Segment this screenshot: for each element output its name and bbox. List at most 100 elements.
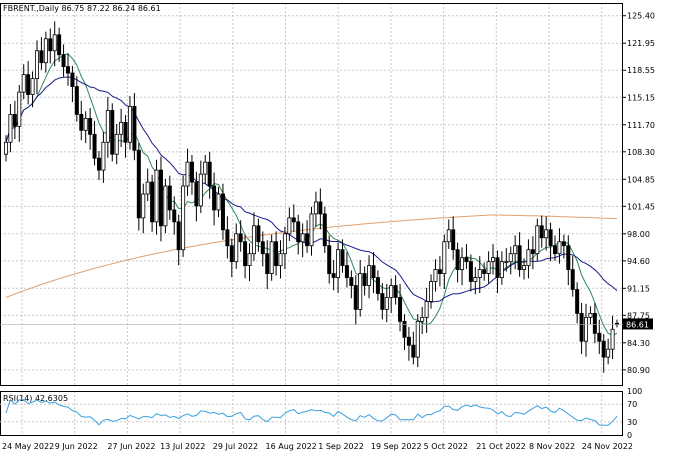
candle-body <box>429 281 434 302</box>
candle <box>579 303 584 354</box>
candle-body <box>424 301 429 318</box>
candle-body <box>185 161 190 187</box>
candle-body <box>380 293 385 310</box>
candle <box>548 222 553 262</box>
y-tick-label: 91.15 <box>627 284 650 293</box>
y-tick-label: 98.00 <box>627 230 650 239</box>
candle-body <box>349 277 354 286</box>
candle-body <box>61 54 66 68</box>
candle-body <box>544 229 549 239</box>
candle <box>522 258 527 280</box>
candle <box>473 267 478 295</box>
candle-body <box>437 269 442 274</box>
candle-body <box>553 245 558 255</box>
candle <box>517 232 522 277</box>
x-tick-label: 5 Oct 2022 <box>424 442 468 451</box>
candle-body <box>198 173 203 207</box>
candle-body <box>504 261 509 264</box>
candle <box>287 207 292 241</box>
candle <box>499 251 504 285</box>
plot-frame <box>0 3 623 386</box>
candle <box>384 283 389 323</box>
candle <box>172 196 177 235</box>
rsi-level-label: 30 <box>627 418 637 427</box>
candle <box>402 314 407 350</box>
rsi-frame <box>0 391 623 436</box>
candle <box>181 175 186 257</box>
candle <box>464 244 469 269</box>
candle-body <box>65 66 70 74</box>
candle-body <box>123 121 128 143</box>
candle-body <box>539 225 544 239</box>
candle <box>21 64 26 100</box>
candle-body <box>318 201 323 215</box>
candle <box>26 61 31 105</box>
candle <box>331 260 336 291</box>
candle <box>278 240 283 279</box>
candle <box>70 65 75 103</box>
candle <box>535 218 540 261</box>
candle <box>203 155 208 185</box>
candle-body <box>12 114 17 127</box>
candle-body <box>517 245 522 271</box>
candle-body <box>411 344 416 358</box>
candle <box>300 223 305 258</box>
candle <box>371 252 376 294</box>
candle-body <box>398 297 403 322</box>
x-tick-label: 24 May 2022 <box>2 442 54 451</box>
candle <box>79 100 84 141</box>
candle <box>362 266 367 296</box>
candle-body <box>336 249 341 278</box>
x-tick-label: 24 Nov 2022 <box>582 442 633 451</box>
candle-body <box>229 245 234 263</box>
candle <box>145 168 150 202</box>
candle <box>39 37 44 70</box>
candle-body <box>358 273 363 310</box>
candle-body <box>92 133 97 159</box>
candle <box>4 135 9 162</box>
x-tick-label: 8 Nov 2022 <box>529 442 575 451</box>
x-tick-label: 1 Sep 2022 <box>318 442 364 451</box>
candle <box>561 234 566 259</box>
candle-body <box>433 269 438 282</box>
candle <box>420 307 425 335</box>
candle <box>610 315 615 360</box>
candle-body <box>145 181 150 195</box>
candle <box>65 53 70 86</box>
y-tick-label: 108.30 <box>627 148 655 157</box>
candle <box>220 183 225 240</box>
candle-body <box>495 257 500 278</box>
candle <box>477 256 482 294</box>
candle-body <box>83 117 88 131</box>
candle <box>398 283 403 332</box>
candle <box>238 220 243 252</box>
candle <box>150 174 155 232</box>
candle <box>455 242 460 283</box>
candle <box>389 278 394 313</box>
candle-body <box>154 169 159 223</box>
candle <box>216 186 221 218</box>
candle-body <box>464 257 469 263</box>
candle-body <box>486 261 491 274</box>
candle <box>260 231 265 267</box>
candle <box>185 148 190 196</box>
candle <box>615 319 620 328</box>
candle <box>557 228 562 264</box>
candle <box>74 76 79 122</box>
candle-body <box>291 217 296 223</box>
candle-body <box>393 285 398 298</box>
candle <box>566 235 571 286</box>
candle-body <box>526 249 531 267</box>
candle <box>158 156 163 242</box>
candle-body <box>367 265 372 286</box>
candle-body <box>442 241 447 274</box>
candle-body <box>513 245 518 255</box>
candle <box>83 111 88 144</box>
candle <box>101 131 106 183</box>
candle <box>588 306 593 325</box>
candle-body <box>265 253 270 274</box>
candle-body <box>34 50 39 80</box>
candle-body <box>491 257 496 263</box>
candle-body <box>8 114 13 143</box>
candle-body <box>57 34 62 56</box>
